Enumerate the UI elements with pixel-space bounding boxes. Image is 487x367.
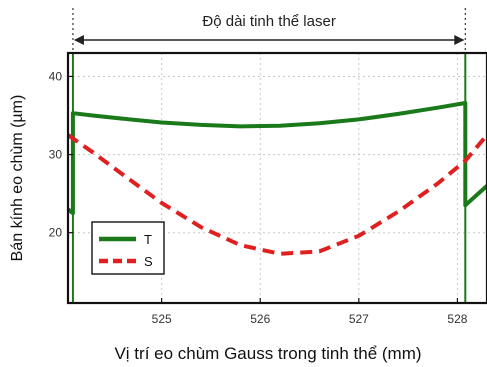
annotation-text: Độ dài tinh thể laser [202,13,335,30]
x-tick-label-526: 526 [250,312,270,326]
y-tick-label-20: 20 [49,226,63,240]
series-line-S [68,133,487,256]
annotation-arrowhead-left [73,35,84,45]
ticks: 20 30 40 525 526 527 528 [49,69,468,326]
series-line-T [68,101,487,216]
legend-box [91,221,165,275]
legend: TS [91,221,165,275]
legend-label-S: S [144,254,153,269]
y-tick-label-30: 30 [49,148,63,162]
y-axis-label: Bán kính eo chùm (µm) [9,95,26,262]
legend-label-T: T [144,232,152,247]
annotation: Độ dài tinh thể laser [72,8,466,53]
grid [68,53,487,303]
series-group [68,101,487,256]
x-tick-label-528: 528 [447,312,467,326]
y-tick-label-40: 40 [49,69,63,83]
x-axis-label: Vị trí eo chùm Gauss trong tinh thể (mm) [114,344,421,363]
x-tick-label-525: 525 [152,312,172,326]
x-tick-label-527: 527 [349,312,369,326]
plot-frame [66,51,487,305]
annotation-arrowhead-right [454,35,465,45]
